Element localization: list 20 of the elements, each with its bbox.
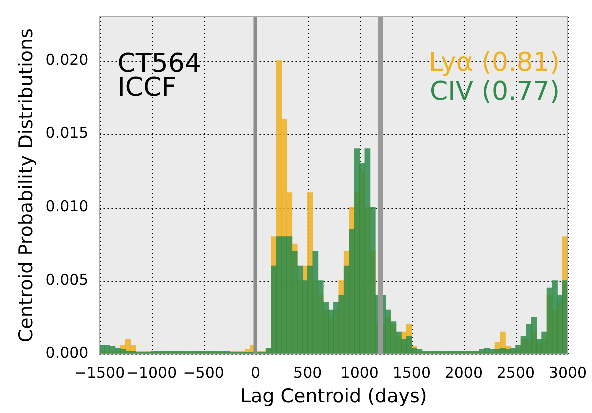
annotation: ICCF (118, 73, 177, 103)
x-tick-label: −1500 (74, 364, 126, 382)
x-tick-label: 2000 (444, 364, 484, 382)
y-axis-title: Centroid Probability Distributions (15, 28, 38, 343)
y-tick-label: 0.005 (46, 270, 89, 289)
x-tick-label: 500 (294, 364, 322, 382)
x-tick-label: −500 (183, 364, 224, 382)
y-tick-label: 0.000 (46, 344, 89, 362)
x-tick-label: −1000 (126, 364, 178, 382)
y-tick-label: 0.010 (46, 197, 89, 216)
x-tick-label: 1000 (340, 364, 379, 382)
x-tick-label: 0 (251, 364, 261, 382)
x-tick-label: 3000 (548, 364, 588, 382)
text: Lyα (0.81) (428, 48, 560, 78)
y-tick-label: 0.020 (46, 50, 89, 69)
x-tick-label: 1500 (392, 364, 432, 382)
y-tick-label: 0.015 (46, 124, 89, 142)
x-tick-label: 2500 (496, 364, 536, 382)
text: CIV (0.77) (430, 77, 560, 107)
x-axis-title: Lag Centroid (days) (240, 386, 428, 408)
